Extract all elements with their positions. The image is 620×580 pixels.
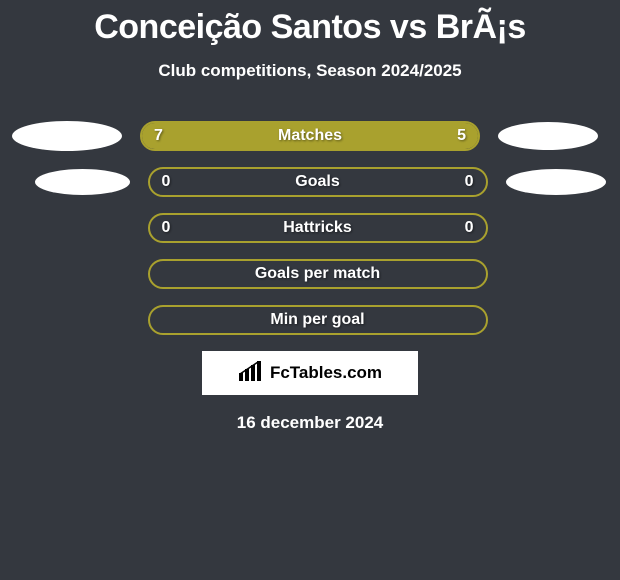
stat-row: 00Hattricks (0, 213, 620, 243)
stat-row: Min per goal (0, 305, 620, 335)
left-marker (12, 121, 122, 151)
stat-bar: 75Matches (140, 121, 480, 151)
stat-row: Goals per match (0, 259, 620, 289)
right-marker (506, 169, 606, 195)
stat-bar: Min per goal (148, 305, 488, 335)
stat-label: Matches (142, 127, 478, 145)
comparison-rows: 75Matches 00Goals 00Hattricks Goals per mat… (0, 121, 620, 335)
stat-row: 75Matches (0, 121, 620, 151)
stat-bar: 00Hattricks (148, 213, 488, 243)
page-title: Conceição Santos vs BrÃ¡s (0, 0, 620, 47)
date-label: 16 december 2024 (0, 413, 620, 433)
stat-bar: Goals per match (148, 259, 488, 289)
stat-label: Goals (150, 173, 486, 191)
logo-box: FcTables.com (202, 351, 418, 395)
chart-bars-icon (238, 361, 266, 386)
right-marker (498, 122, 598, 150)
stat-bar: 00Goals (148, 167, 488, 197)
stat-label: Goals per match (150, 265, 486, 283)
logo-text: FcTables.com (270, 363, 382, 383)
stat-label: Hattricks (150, 219, 486, 237)
stat-row: 00Goals (0, 167, 620, 197)
subtitle: Club competitions, Season 2024/2025 (0, 61, 620, 81)
stat-label: Min per goal (150, 311, 486, 329)
left-marker (35, 169, 130, 195)
